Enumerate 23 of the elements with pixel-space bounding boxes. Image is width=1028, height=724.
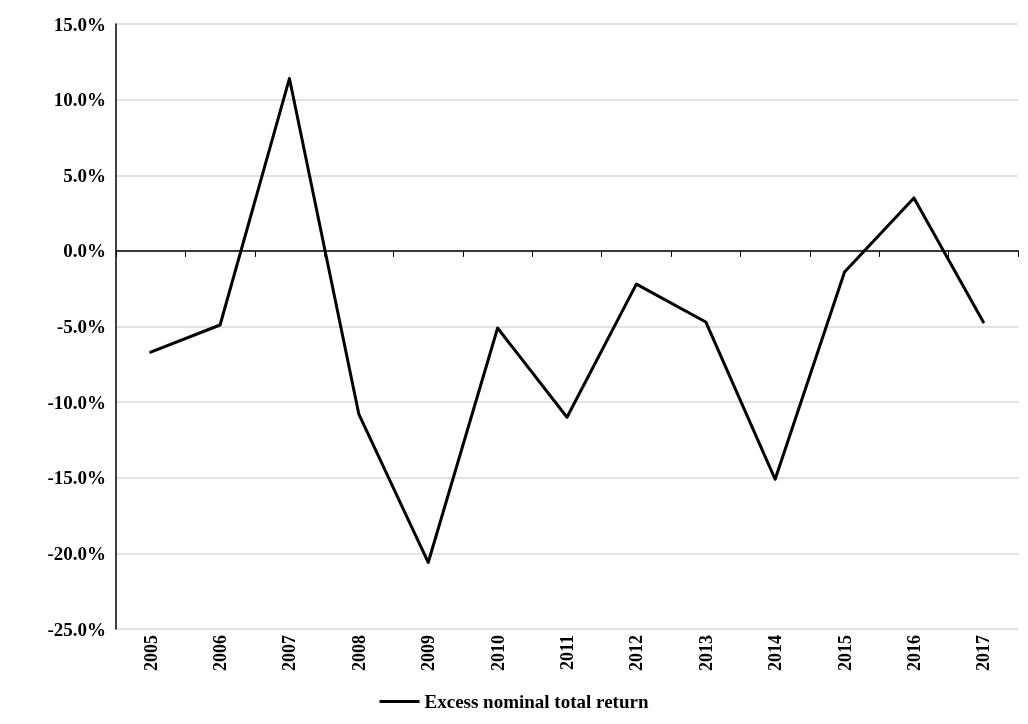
x-tick-label: 2007	[279, 635, 300, 671]
x-tick-label: 2011	[557, 635, 577, 671]
x-tick-label: 2005	[140, 635, 161, 671]
y-tick-label: 10.0%	[53, 89, 106, 111]
x-tick-label: 2016	[903, 635, 924, 671]
y-tick-label: 15.0%	[53, 13, 106, 35]
y-tick-label: -20.0%	[47, 542, 106, 564]
x-tick-label: 2010	[487, 635, 508, 671]
y-tick-label: -25.0%	[47, 618, 106, 640]
x-tick-label: 2015	[834, 635, 855, 671]
x-tick-label: 2009	[418, 635, 439, 671]
y-tick-label: -5.0%	[56, 316, 106, 337]
y-tick-label: -15.0%	[47, 467, 106, 489]
x-tick-label: 2008	[348, 635, 369, 671]
x-tick-label: 2012	[626, 635, 647, 671]
y-tick-label: -10.0%	[47, 391, 106, 413]
y-tick-label: 5.0%	[63, 164, 106, 186]
x-tick-label: 2017	[973, 635, 994, 671]
y-tick-label: 0.0%	[63, 240, 106, 262]
x-tick-label: 2013	[695, 635, 716, 671]
x-tick-label: 2014	[765, 635, 786, 671]
legend-label: Excess nominal total return	[424, 691, 649, 712]
x-tick-label: 2006	[210, 635, 231, 671]
